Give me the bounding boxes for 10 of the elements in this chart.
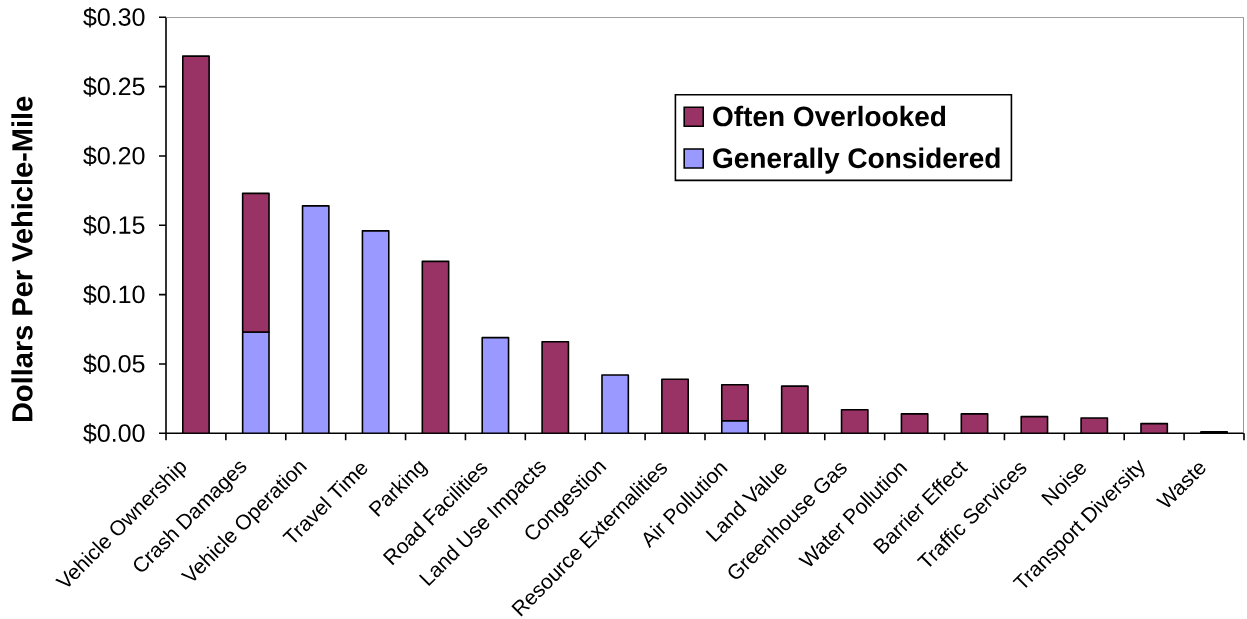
y-tick-label: $0.20	[83, 145, 145, 167]
y-tick-label: $0.25	[83, 76, 145, 97]
y-tick-label: $0.15	[83, 215, 145, 236]
y-tick-label: $0.10	[83, 284, 145, 305]
y-tick-label: $0.30	[83, 7, 145, 28]
y-tick-label: $0.00	[83, 423, 145, 444]
y-axis-title: Dollars Per Vehicle-Mile	[11, 96, 33, 422]
y-tick-label: $0.05	[83, 353, 145, 375]
legend-label: Often Overlooked	[713, 105, 946, 127]
legend-label: Generally Considered	[713, 147, 1000, 174]
